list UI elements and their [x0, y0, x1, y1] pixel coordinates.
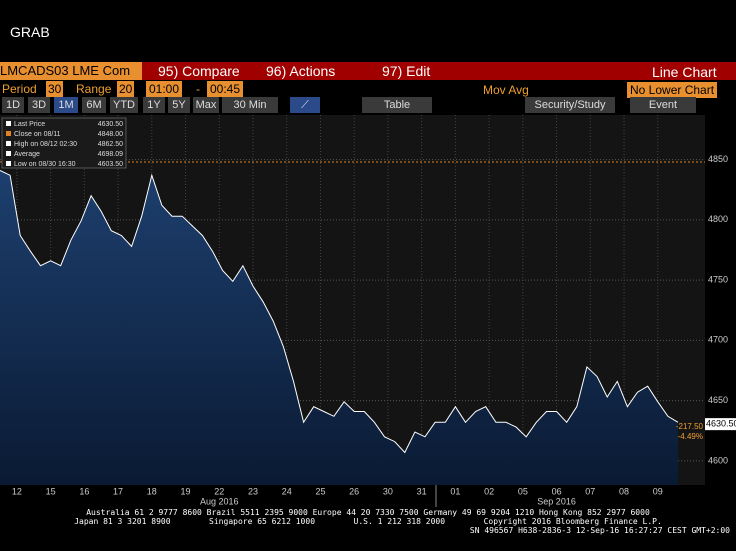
mov-avg[interactable]: Mov Avg — [483, 83, 529, 97]
x-tick-label: 06 — [552, 486, 562, 496]
x-tick-label: 16 — [79, 486, 89, 496]
table-button[interactable]: Table — [362, 97, 432, 113]
menu-edit[interactable]: 97) Edit — [382, 63, 431, 79]
x-tick-label: 19 — [181, 486, 191, 496]
month-label: Sep 2016 — [537, 496, 576, 506]
range-button[interactable]: Max — [193, 97, 219, 113]
y-tick-label: 4700 — [708, 335, 728, 345]
menu-compare[interactable]: 95) Compare — [158, 63, 240, 79]
price-line — [0, 169, 679, 454]
line-icon-button[interactable]: ⟋ — [290, 97, 320, 113]
legend-value: 4603.50 — [98, 161, 123, 168]
legend: Last Price 4630.50 Close on 08/11 4848.00 Hi… — [1, 117, 127, 169]
range-button[interactable]: 1D — [2, 97, 24, 113]
time-from[interactable]: 01:00 — [146, 81, 183, 97]
range-button[interactable]: YTD — [110, 97, 138, 113]
x-tick-label: 01 — [450, 486, 460, 496]
x-tick-label: 08 — [619, 486, 629, 496]
legend-swatch — [6, 151, 11, 156]
view-label[interactable]: Line Chart — [652, 64, 717, 80]
x-tick-label: 24 — [282, 486, 292, 496]
legend-value: 4630.50 — [98, 121, 123, 128]
y-tick-label: 4850 — [708, 154, 728, 164]
x-tick-label: 30 — [383, 486, 393, 496]
y-tick-label: 4600 — [708, 455, 728, 465]
footer-line: SN 496567 H638-2836-3 12-Sep-16 16:27:27… — [469, 526, 730, 535]
change-label: -217.50 — [676, 422, 704, 431]
chart: 4600 4650 4700 4750 4800 4850 12 15 16 17 18 19 22 23… — [0, 115, 736, 507]
x-tick-label: 07 — [585, 486, 595, 496]
legend-swatch — [6, 121, 11, 126]
range-value[interactable]: 20 — [117, 81, 135, 97]
period-value[interactable]: 30 — [46, 81, 64, 97]
time-sep: - — [196, 82, 200, 96]
y-tick-label: 4750 — [708, 274, 728, 284]
time-to[interactable]: 00:45 — [207, 81, 244, 97]
x-tick-label: 18 — [147, 486, 157, 496]
x-tick-label: 23 — [248, 486, 258, 496]
x-tick-label: 12 — [12, 486, 22, 496]
y-tick-label: 4800 — [708, 214, 728, 224]
x-tick-label: 25 — [315, 486, 325, 496]
range-label: Range — [76, 82, 112, 96]
x-tick-label: 09 — [653, 486, 663, 496]
event-button[interactable]: Event — [630, 97, 696, 113]
legend-label: Average — [14, 151, 40, 158]
menu-actions[interactable]: 96) Actions — [266, 63, 336, 79]
last-price-label: 4630.50 — [706, 419, 736, 429]
legend-value: 4698.09 — [98, 151, 123, 158]
x-tick-label: 22 — [214, 486, 224, 496]
legend-value: 4848.00 — [98, 131, 123, 138]
last-price-box — [705, 418, 736, 431]
range-button[interactable]: 1Y — [143, 97, 165, 113]
legend-label: Last Price — [14, 121, 45, 128]
legend-label: Close on 08/11 — [14, 131, 61, 138]
legend-label: High on 08/12 02:30 — [14, 141, 77, 148]
area-fill — [0, 170, 678, 485]
range-button[interactable]: 5Y — [168, 97, 190, 113]
window-title: GRAB — [10, 24, 50, 40]
range-button[interactable]: 6M — [82, 97, 106, 113]
lower-chart[interactable]: No Lower Chart — [627, 82, 718, 98]
toolbar — [0, 62, 736, 80]
period-label: Period — [2, 82, 37, 96]
footer-line: Australia 61 2 9777 8600 Brazil 5511 239… — [86, 508, 650, 517]
footer-line: Japan 81 3 3201 8900 Singapore 65 6212 1… — [74, 517, 662, 526]
legend-swatch — [6, 131, 11, 136]
study-button[interactable]: Security/Study — [525, 97, 615, 113]
legend-box — [1, 117, 127, 169]
change-label: -4.49% — [678, 432, 703, 441]
x-tick-label: 05 — [518, 486, 528, 496]
legend-value: 4862.50 — [98, 141, 123, 148]
y-tick-label: 4650 — [708, 395, 728, 405]
range-button[interactable]: 1M — [54, 97, 78, 113]
x-tick-label: 17 — [113, 486, 123, 496]
x-tick-label: 15 — [46, 486, 56, 496]
x-tick-label: 02 — [484, 486, 494, 496]
legend-label: Low on 08/30 16:30 — [14, 161, 76, 168]
range-button[interactable]: 3D — [28, 97, 50, 113]
range-button[interactable]: 30 Min — [222, 97, 278, 113]
legend-swatch — [6, 141, 11, 146]
month-label: Aug 2016 — [200, 496, 239, 506]
ticker[interactable]: LMCADS03 LME Com — [0, 62, 142, 80]
x-tick-label: 26 — [349, 486, 359, 496]
legend-swatch — [6, 161, 11, 166]
x-tick-label: 31 — [417, 486, 427, 496]
